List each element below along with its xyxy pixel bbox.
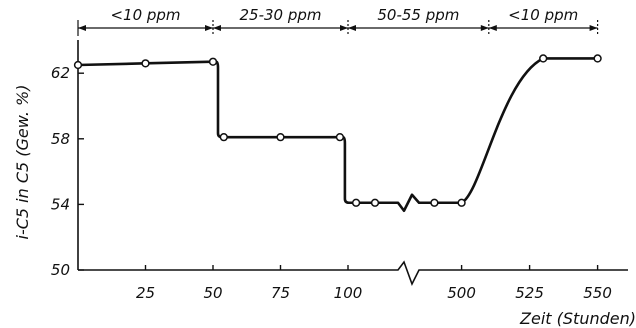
x-tick-label: 100 <box>334 284 363 302</box>
data-point <box>430 198 439 207</box>
y-tick-label: 54 <box>51 195 70 213</box>
segment-range: <10 ppm <box>78 6 213 31</box>
segment-arrowhead-right <box>205 25 213 31</box>
x-tick-label: 50 <box>203 284 222 302</box>
y-tick-label: 50 <box>51 261 70 279</box>
data-point <box>208 57 218 66</box>
segment-annotations: <10 ppm 25-30 ppm 50-55 ppm <10 ppm <box>77 6 599 36</box>
segment-range: 25-30 ppm <box>213 6 348 31</box>
segment-label: 25-30 ppm <box>239 6 321 24</box>
data-point <box>335 133 345 142</box>
x-tick-label: 550 <box>583 284 612 302</box>
segment-arrowhead-left <box>488 25 497 31</box>
segment-arrowhead-left <box>348 25 356 31</box>
x-tick-label: 500 <box>447 284 476 302</box>
data-point <box>73 60 83 70</box>
data-point <box>141 59 150 68</box>
y-axis-title: i-C5 in C5 (Gew. %) <box>13 85 32 240</box>
segment-arrowhead-left <box>78 25 86 31</box>
x-axis-title: Zeit (Stunden) <box>519 309 636 328</box>
data-point <box>219 133 228 142</box>
y-tick-label: 62 <box>51 64 70 82</box>
plot-area <box>73 54 602 213</box>
axes: 62 58 54 50 25 50 75 100 500 525 550 <box>51 40 628 302</box>
y-tick-label: 58 <box>51 130 70 148</box>
segment-range: <10 ppm <box>488 6 598 31</box>
segment-range: 50-55 ppm <box>348 6 489 31</box>
segment-arrowhead-right <box>340 25 348 31</box>
data-point <box>276 133 285 142</box>
x-tick-label: 25 <box>136 284 155 302</box>
data-point <box>370 198 380 207</box>
segment-arrowhead-right <box>480 25 489 31</box>
x-tick-label: 75 <box>271 284 290 302</box>
series-line <box>77 57 598 213</box>
x-axis-line <box>78 260 628 287</box>
segment-label: <10 ppm <box>110 6 180 24</box>
data-point <box>457 198 466 207</box>
data-point <box>593 54 602 63</box>
data-point <box>539 54 548 63</box>
segment-arrowhead-left <box>213 25 221 31</box>
y-axis-title-text: i-C5 in C5 (Gew. %) <box>13 85 32 240</box>
data-point <box>351 198 361 207</box>
segment-label: 50-55 ppm <box>377 6 459 24</box>
segment-label: <10 ppm <box>508 6 578 24</box>
segment-arrowhead-right <box>589 25 598 31</box>
x-tick-label: 525 <box>515 284 544 302</box>
